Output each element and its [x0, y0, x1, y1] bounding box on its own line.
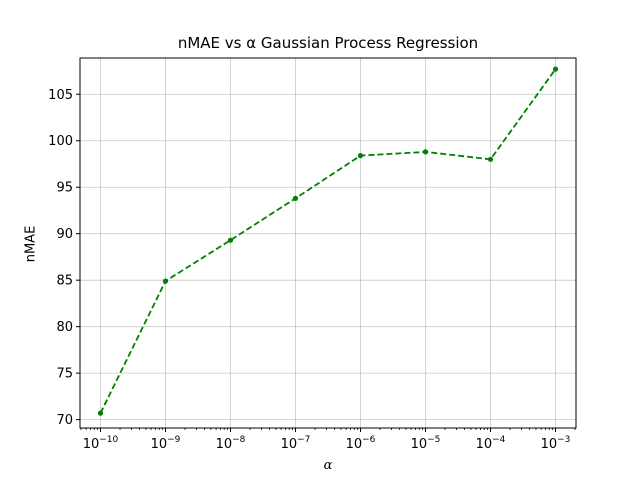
data-point	[97, 410, 104, 416]
y-tick-label: 70	[56, 413, 73, 428]
x-tick-label: 10−7	[281, 435, 311, 452]
data-point	[487, 156, 494, 162]
y-tick-label: 80	[56, 320, 73, 335]
data-point	[357, 153, 364, 159]
x-tick-label: 10−3	[541, 435, 571, 452]
x-tick-label: 10−9	[151, 435, 181, 452]
chart-title: nMAE vs α Gaussian Process Regression	[177, 34, 479, 52]
y-tick-label: 90	[56, 227, 73, 242]
x-tick-label: 10−5	[411, 435, 441, 452]
data-point	[227, 237, 234, 243]
data-point	[422, 149, 429, 155]
y-tick-label: 75	[56, 367, 73, 382]
axes-frame	[79, 57, 577, 429]
data-point	[552, 66, 559, 72]
x-tick-label: 10−8	[216, 435, 246, 452]
x-tick-label: 10−10	[83, 435, 119, 452]
y-axis-label: nMAE	[23, 225, 39, 263]
series-line	[99, 68, 557, 414]
y-tick-label: 95	[56, 181, 73, 196]
y-tick-label: 100	[48, 134, 73, 149]
x-axis-label: α	[323, 458, 333, 473]
x-tick-label: 10−6	[346, 435, 376, 452]
y-tick-label: 85	[56, 274, 73, 289]
data-point	[292, 195, 299, 201]
data-point	[162, 278, 169, 284]
x-tick-label: 10−4	[476, 435, 506, 452]
y-tick-label: 105	[48, 88, 73, 103]
